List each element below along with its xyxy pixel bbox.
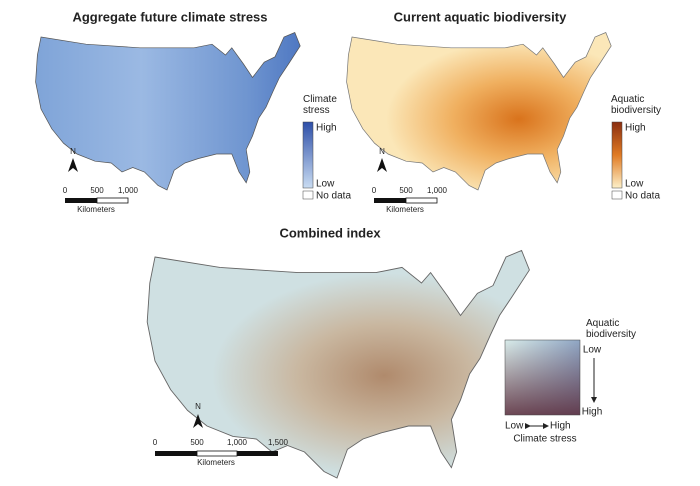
- scale-tick: 500: [399, 186, 413, 195]
- north-label: N: [379, 147, 385, 156]
- scale-unit: Kilometers: [197, 458, 235, 467]
- color-bar: [611, 121, 623, 189]
- scale-bar: [96, 197, 129, 204]
- scale-tick: 0: [372, 186, 377, 195]
- map: [346, 32, 612, 191]
- scale-bar: [374, 198, 406, 203]
- scale-tick: 0: [153, 438, 158, 447]
- legend-title: Climate stress: [303, 94, 337, 116]
- north-arrow: [68, 158, 78, 172]
- scale-unit: Kilometers: [386, 205, 424, 214]
- scale-tick: 1,000: [118, 186, 139, 195]
- legend-y-high: High: [582, 407, 603, 418]
- north-arrow: [193, 414, 203, 428]
- panel-title: Aggregate future climate stress: [72, 9, 267, 24]
- north-arrow: [377, 158, 387, 172]
- legend-x-title: Climate stress: [513, 434, 576, 445]
- bivariate-legend: [504, 339, 581, 416]
- no-data-box: [611, 190, 623, 200]
- scale-tick: 500: [190, 438, 204, 447]
- map: [146, 249, 531, 479]
- panel-title: Current aquatic biodiversity: [394, 9, 567, 24]
- no-data-box: [302, 190, 314, 200]
- scale-bar: [405, 197, 438, 204]
- legend-low: Low: [625, 179, 644, 190]
- legend-high: High: [625, 123, 646, 134]
- scale-tick: 1,000: [427, 186, 448, 195]
- panel-title: Combined index: [279, 225, 381, 240]
- scale-unit: Kilometers: [77, 205, 115, 214]
- legend-no-data: No data: [625, 191, 660, 202]
- north-label: N: [195, 402, 201, 411]
- scale-bar: [196, 450, 238, 457]
- north-label: N: [70, 147, 76, 156]
- legend-high: High: [316, 123, 337, 134]
- scale-tick: 1,500: [268, 438, 289, 447]
- legend-x-low: Low: [505, 421, 524, 432]
- legend-no-data: No data: [316, 191, 351, 202]
- color-bar: [302, 121, 314, 189]
- legend-x-high: High: [550, 421, 571, 432]
- legend-low: Low: [316, 179, 335, 190]
- legend-y-low: Low: [583, 345, 602, 356]
- scale-bar: [65, 198, 97, 203]
- scale-bar: [155, 451, 197, 456]
- legend-title: Aquatic biodiversity: [586, 318, 637, 340]
- scale-tick: 500: [90, 186, 104, 195]
- scale-tick: 1,000: [227, 438, 248, 447]
- scale-tick: 0: [63, 186, 68, 195]
- scale-bar: [237, 451, 278, 456]
- legend-title: Aquatic biodiversity: [611, 94, 662, 116]
